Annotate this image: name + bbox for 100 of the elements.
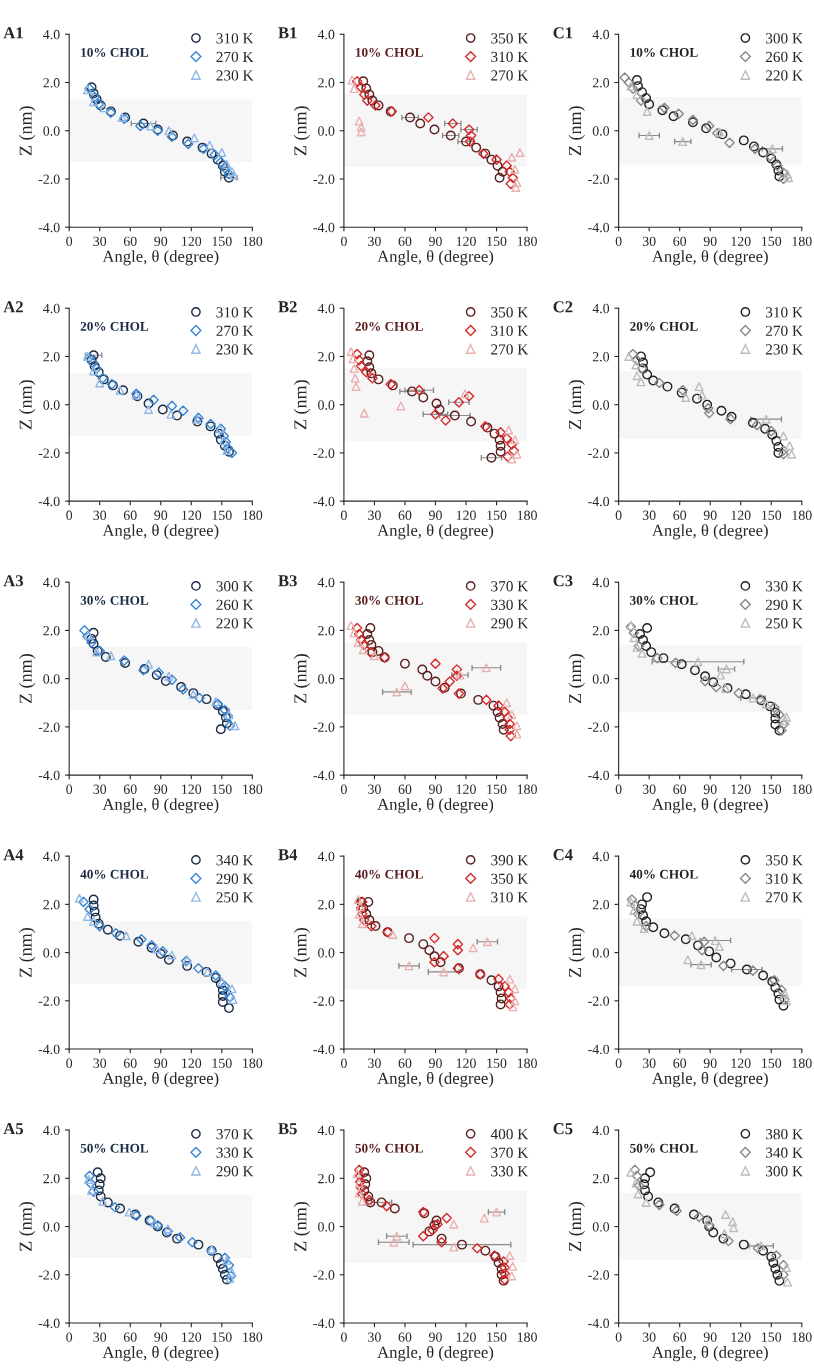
x-tick-label: 150 bbox=[762, 1332, 782, 1342]
text: 40% CHOL bbox=[355, 869, 423, 879]
legend-label: 370 K bbox=[216, 1129, 254, 1140]
x-tick-label: 120 bbox=[456, 1332, 476, 1342]
y-tick-label: -4.0 bbox=[313, 770, 335, 781]
legend-label: 340 K bbox=[765, 1147, 803, 1158]
text: 20% CHOL bbox=[630, 321, 698, 331]
x-tick-label: 180 bbox=[792, 1058, 812, 1068]
x-tick-label: 0 bbox=[340, 510, 347, 520]
legend-label: 290 K bbox=[216, 873, 254, 884]
y-tick-label: -2.0 bbox=[38, 722, 60, 732]
y-tick-label: 4.0 bbox=[317, 303, 335, 314]
legend-label: 270 K bbox=[765, 325, 803, 336]
legend-label: 260 K bbox=[765, 51, 803, 63]
x-tick-label: 0 bbox=[66, 236, 73, 246]
y-tick-label: 2.0 bbox=[43, 626, 60, 636]
y-tick-label: 0.0 bbox=[318, 674, 335, 684]
legend-label: 220 K bbox=[216, 618, 254, 629]
x-tick-label: 150 bbox=[487, 236, 507, 246]
y-tick-label: 4.0 bbox=[43, 577, 60, 588]
y-axis-title: Z (nm) bbox=[293, 1202, 311, 1252]
y-tick-label: 2.0 bbox=[318, 899, 335, 910]
x-tick-label: 150 bbox=[487, 510, 507, 520]
y-tick-label: 0.0 bbox=[43, 948, 60, 958]
y-tick-label: -2.0 bbox=[313, 1270, 335, 1280]
x-tick-label: 90 bbox=[703, 1058, 717, 1068]
y-tick-label: 4.0 bbox=[43, 303, 60, 314]
text: 30% CHOL bbox=[630, 595, 698, 605]
y-tick-label: 2.0 bbox=[592, 899, 610, 910]
x-tick-label: 120 bbox=[456, 1058, 476, 1068]
x-tick-label: 30 bbox=[93, 784, 107, 794]
x-tick-label: 120 bbox=[182, 236, 202, 246]
x-axis-title: Angle, θ (degree) bbox=[377, 250, 494, 266]
x-tick-label: 30 bbox=[642, 1058, 656, 1068]
legend-label: 250 K bbox=[765, 618, 803, 629]
x-tick-label: 120 bbox=[731, 784, 751, 794]
x-axis-title: Angle, θ (degree) bbox=[652, 1346, 768, 1362]
legend-label: 260 K bbox=[216, 599, 254, 610]
y-tick-label: 2.0 bbox=[43, 78, 60, 88]
legend-label: 330 K bbox=[491, 599, 529, 610]
y-axis-title: Z (nm) bbox=[293, 380, 311, 430]
y-tick-label: -4.0 bbox=[313, 496, 335, 507]
x-tick-label: 150 bbox=[212, 1332, 232, 1342]
x-tick-label: 90 bbox=[428, 236, 442, 246]
x-tick-label: 90 bbox=[154, 784, 168, 794]
legend-label: 400 K bbox=[490, 1129, 529, 1140]
legend-label: 250 K bbox=[216, 892, 254, 903]
x-tick-label: 0 bbox=[615, 1332, 622, 1342]
x-tick-label: 30 bbox=[368, 1332, 381, 1342]
legend-label: 310 K bbox=[216, 33, 254, 44]
y-tick-label: 4.0 bbox=[592, 303, 610, 314]
y-tick-label: 4.0 bbox=[592, 577, 610, 588]
chart-title: C2 bbox=[553, 301, 573, 313]
x-tick-label: 60 bbox=[123, 1058, 137, 1068]
x-tick-label: 60 bbox=[398, 236, 412, 246]
x-tick-label: 180 bbox=[792, 1332, 812, 1342]
x-tick-label: 180 bbox=[517, 510, 537, 520]
x-tick-label: 60 bbox=[398, 1332, 412, 1342]
x-tick-label: 0 bbox=[340, 1058, 347, 1068]
y-tick-label: -2.0 bbox=[588, 1270, 610, 1280]
y-tick-label: 0.0 bbox=[592, 400, 610, 410]
x-tick-label: 90 bbox=[154, 236, 168, 246]
legend-label: 350 K bbox=[765, 855, 803, 866]
legend-label: 330 K bbox=[765, 581, 803, 592]
chart-title: B5 bbox=[278, 1123, 297, 1135]
x-tick-label: 150 bbox=[762, 784, 782, 794]
x-tick-label: 180 bbox=[792, 510, 812, 520]
legend-label: 350 K bbox=[491, 873, 529, 884]
x-axis-title: Angle, θ (degree) bbox=[652, 524, 768, 540]
y-tick-label: -4.0 bbox=[38, 1044, 60, 1055]
legend-label: 310 K bbox=[491, 892, 529, 903]
y-tick-label: -2.0 bbox=[38, 1270, 60, 1280]
x-tick-label: 120 bbox=[731, 1332, 751, 1342]
y-tick-label: -4.0 bbox=[313, 1044, 335, 1055]
y-tick-label: 0.0 bbox=[592, 948, 610, 958]
text: 50% CHOL bbox=[630, 1143, 698, 1153]
y-tick-label: 4.0 bbox=[317, 851, 335, 862]
y-axis-title: Z (nm) bbox=[568, 928, 585, 978]
y-tick-label: 4.0 bbox=[43, 29, 60, 40]
x-tick-label: 180 bbox=[517, 236, 537, 246]
x-tick-label: 90 bbox=[154, 1332, 168, 1342]
x-tick-label: 0 bbox=[615, 236, 622, 246]
y-tick-label: 4.0 bbox=[592, 29, 610, 40]
y-tick-label: 0.0 bbox=[43, 674, 60, 684]
y-tick-label: 0.0 bbox=[318, 948, 335, 958]
y-axis-title: Z (nm) bbox=[19, 380, 36, 430]
x-tick-label: 120 bbox=[731, 510, 751, 520]
x-axis-title: Angle, θ (degree) bbox=[652, 250, 768, 266]
x-tick-label: 60 bbox=[673, 784, 687, 794]
legend-label: 290 K bbox=[491, 618, 529, 629]
y-axis-title: Z (nm) bbox=[293, 106, 311, 156]
x-axis-title: Angle, θ (degree) bbox=[377, 1346, 494, 1362]
x-tick-label: 30 bbox=[93, 1058, 107, 1068]
text: 30% CHOL bbox=[355, 595, 423, 605]
legend-label: 230 K bbox=[765, 344, 803, 355]
x-tick-label: 0 bbox=[66, 510, 73, 520]
y-tick-label: 2.0 bbox=[43, 899, 60, 910]
chart-title: A4 bbox=[3, 849, 24, 861]
legend-label: 330 K bbox=[491, 1166, 529, 1177]
chart-title: C1 bbox=[553, 27, 573, 39]
